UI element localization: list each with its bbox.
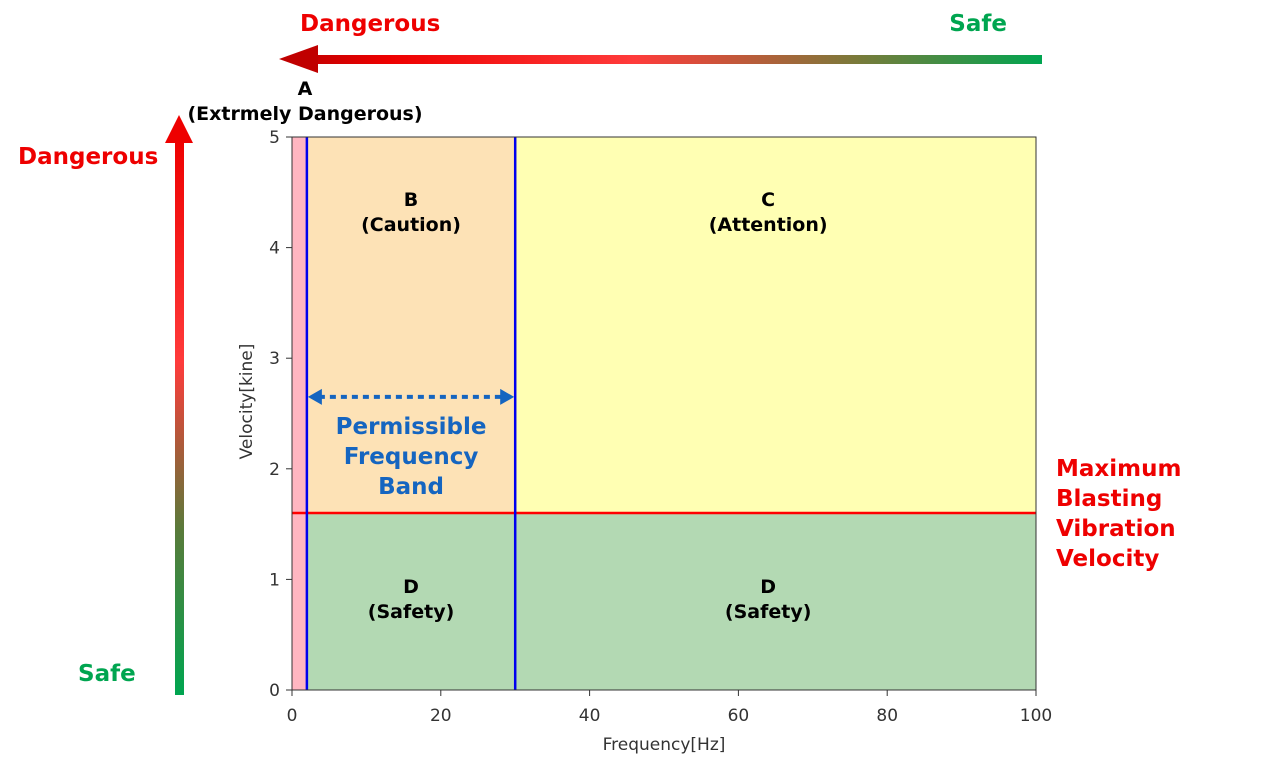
- zone-a-region: [292, 137, 307, 690]
- permissible-band: Permissible Frequency Band: [307, 388, 515, 500]
- zone-b-region: [306, 137, 516, 514]
- svg-text:Blasting: Blasting: [1056, 486, 1162, 512]
- y-tick-label: 1: [269, 570, 280, 590]
- zone-d-right-label: D (Safety): [725, 576, 812, 623]
- x-tick-label: 0: [287, 706, 298, 726]
- band-arrow-right-head: [500, 388, 515, 405]
- y-tick-label: 2: [269, 460, 280, 480]
- x-tick-label: 100: [1020, 706, 1052, 726]
- left-direction-arrow: [165, 115, 193, 695]
- band-label-line: Frequency: [344, 444, 479, 470]
- boundary-lines: [292, 137, 1036, 690]
- band-label-line: Permissible: [336, 414, 487, 440]
- top-dangerous-label: Dangerous: [300, 11, 440, 37]
- zone-c-label: C (Attention): [709, 189, 828, 236]
- y-axis-label: Velocity[kine]: [237, 344, 257, 460]
- svg-text:D: D: [403, 576, 419, 598]
- zone-regions: [292, 137, 1036, 690]
- svg-text:D: D: [760, 576, 776, 598]
- band-label-line: Band: [378, 474, 444, 500]
- x-tick-label: 20: [430, 706, 452, 726]
- zone-c-region: [515, 137, 1036, 514]
- zone-b-label: B (Caution): [361, 189, 461, 236]
- axis-ticks: 0 20 40 60 80 100 0 1 2 3 4 5: [269, 128, 1052, 726]
- zone-d-right-region: [515, 513, 1036, 690]
- svg-text:(Safety): (Safety): [725, 601, 812, 623]
- zone-a-label: A (Extrmely Dangerous): [187, 78, 422, 125]
- max-velocity-label: Maximum Blasting Vibration Velocity: [1056, 456, 1181, 572]
- svg-text:A: A: [298, 78, 313, 100]
- x-tick-label: 80: [876, 706, 898, 726]
- x-tick-label: 40: [579, 706, 601, 726]
- y-tick-label: 5: [269, 128, 280, 148]
- svg-text:Velocity: Velocity: [1056, 546, 1159, 572]
- plot-frame: [291, 136, 1037, 691]
- svg-text:Vibration: Vibration: [1056, 516, 1176, 542]
- zone-d-left-label: D (Safety): [368, 576, 455, 623]
- svg-text:Maximum: Maximum: [1056, 456, 1181, 482]
- zone-d-left-region: [306, 513, 516, 690]
- y-tick-label: 4: [269, 239, 280, 259]
- y-tick-label: 3: [269, 349, 280, 369]
- svg-text:(Attention): (Attention): [709, 214, 828, 236]
- band-arrow-left-head: [307, 388, 322, 405]
- x-axis-label: Frequency[Hz]: [603, 735, 726, 755]
- left-safe-label: Safe: [78, 661, 136, 687]
- svg-text:C: C: [761, 189, 775, 211]
- x-tick-label: 60: [728, 706, 750, 726]
- left-dangerous-label: Dangerous: [18, 144, 158, 170]
- svg-text:(Safety): (Safety): [368, 601, 455, 623]
- svg-text:(Extrmely Dangerous): (Extrmely Dangerous): [187, 103, 422, 125]
- svg-text:(Caution): (Caution): [361, 214, 461, 236]
- y-tick-label: 0: [269, 681, 280, 701]
- top-safe-label: Safe: [949, 11, 1007, 37]
- svg-text:B: B: [404, 189, 418, 211]
- zone-labels: A (Extrmely Dangerous) B (Caution) C (Attenti…: [187, 78, 827, 623]
- top-direction-arrow: [279, 45, 1042, 73]
